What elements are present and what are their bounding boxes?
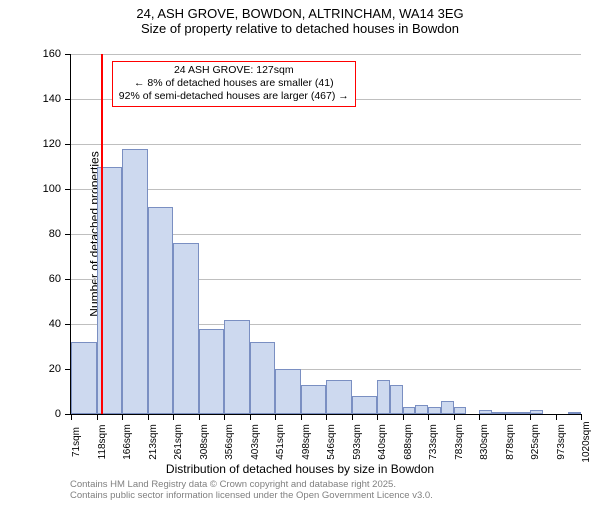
x-tick (352, 414, 353, 420)
y-tick-label: 120 (43, 138, 61, 150)
y-tick (65, 99, 71, 100)
histogram-bar (199, 329, 225, 415)
x-tick-label: 733sqm (428, 424, 439, 460)
histogram-bar (148, 207, 174, 414)
histogram-bar (492, 412, 505, 414)
x-tick-label: 261sqm (173, 424, 184, 460)
x-tick-label: 925sqm (530, 424, 541, 460)
x-tick-label: 640sqm (377, 424, 388, 460)
histogram-bar (505, 412, 518, 414)
histogram-bar (352, 396, 378, 414)
histogram-bar (441, 401, 454, 415)
histogram-bar (224, 320, 250, 415)
y-tick-label: 60 (49, 273, 61, 285)
x-tick (199, 414, 200, 420)
reference-line (101, 54, 103, 414)
y-tick (65, 189, 71, 190)
footer-line2: Contains public sector information licen… (70, 491, 433, 502)
histogram-bar (479, 410, 492, 415)
chart-title-line1: 24, ASH GROVE, BOWDON, ALTRINCHAM, WA14 … (0, 6, 600, 21)
x-tick (250, 414, 251, 420)
x-tick-label: 498sqm (301, 424, 312, 460)
x-tick-label: 546sqm (326, 424, 337, 460)
x-axis-label: Distribution of detached houses by size … (0, 462, 600, 476)
x-tick (122, 414, 123, 420)
x-tick-label: 451sqm (275, 424, 286, 460)
x-tick-label: 830sqm (479, 424, 490, 460)
histogram-bar (275, 369, 301, 414)
chart-container: 24, ASH GROVE, BOWDON, ALTRINCHAM, WA14 … (0, 6, 600, 506)
y-tick-label: 20 (49, 363, 61, 375)
gridline (71, 144, 581, 145)
annotation-box: 24 ASH GROVE: 127sqm← 8% of detached hou… (112, 61, 356, 106)
y-tick (65, 54, 71, 55)
chart-title-line2: Size of property relative to detached ho… (0, 21, 600, 36)
histogram-bar (326, 380, 352, 414)
x-tick (326, 414, 327, 420)
x-tick (148, 414, 149, 420)
x-tick-label: 783sqm (454, 424, 465, 460)
x-tick (173, 414, 174, 420)
x-tick-label: 688sqm (403, 424, 414, 460)
x-tick-label: 213sqm (148, 424, 159, 460)
y-tick (65, 234, 71, 235)
x-tick-label: 1020sqm (581, 421, 592, 462)
x-tick (581, 414, 582, 420)
y-tick-label: 140 (43, 93, 61, 105)
x-tick-label: 356sqm (224, 424, 235, 460)
gridline (71, 54, 581, 55)
y-tick (65, 324, 71, 325)
y-tick-label: 100 (43, 183, 61, 195)
y-tick-label: 160 (43, 48, 61, 60)
x-tick-label: 403sqm (250, 424, 261, 460)
histogram-bar (428, 407, 441, 414)
histogram-bar (377, 380, 390, 414)
x-tick-label: 973sqm (556, 424, 567, 460)
y-tick (65, 144, 71, 145)
x-tick (97, 414, 98, 420)
y-tick (65, 279, 71, 280)
histogram-bar (301, 385, 327, 414)
x-tick-label: 878sqm (505, 424, 516, 460)
x-tick-label: 71sqm (71, 427, 82, 457)
x-tick (301, 414, 302, 420)
histogram-bar (71, 342, 97, 414)
x-tick (224, 414, 225, 420)
x-tick (530, 414, 531, 420)
x-tick-label: 118sqm (97, 425, 108, 460)
histogram-bar (403, 407, 416, 414)
y-tick-label: 80 (49, 228, 61, 240)
histogram-bar (415, 405, 428, 414)
histogram-bar (173, 243, 199, 414)
x-tick-label: 308sqm (199, 424, 210, 460)
y-tick-label: 0 (55, 408, 61, 420)
x-tick (505, 414, 506, 420)
histogram-bar (530, 410, 543, 415)
annotation-line1: 24 ASH GROVE: 127sqm (119, 64, 349, 77)
annotation-line2: ← 8% of detached houses are smaller (41) (119, 77, 349, 90)
y-tick-label: 40 (49, 318, 61, 330)
x-tick (479, 414, 480, 420)
x-tick (71, 414, 72, 420)
histogram-bar (454, 407, 467, 414)
x-tick-label: 593sqm (352, 424, 363, 460)
histogram-bar (517, 412, 530, 414)
x-tick (556, 414, 557, 420)
x-tick (275, 414, 276, 420)
annotation-line3: 92% of semi-detached houses are larger (… (119, 90, 349, 103)
x-tick (428, 414, 429, 420)
chart-footer: Contains HM Land Registry data © Crown c… (70, 480, 433, 502)
histogram-bar (390, 385, 403, 414)
gridline (71, 189, 581, 190)
histogram-bar (122, 149, 148, 415)
plot-area: 02040608010012014016024 ASH GROVE: 127sq… (70, 54, 581, 415)
histogram-bar (250, 342, 276, 414)
x-tick (377, 414, 378, 420)
histogram-bar (568, 412, 581, 414)
x-tick (403, 414, 404, 420)
x-tick-label: 166sqm (122, 424, 133, 460)
x-tick (454, 414, 455, 420)
